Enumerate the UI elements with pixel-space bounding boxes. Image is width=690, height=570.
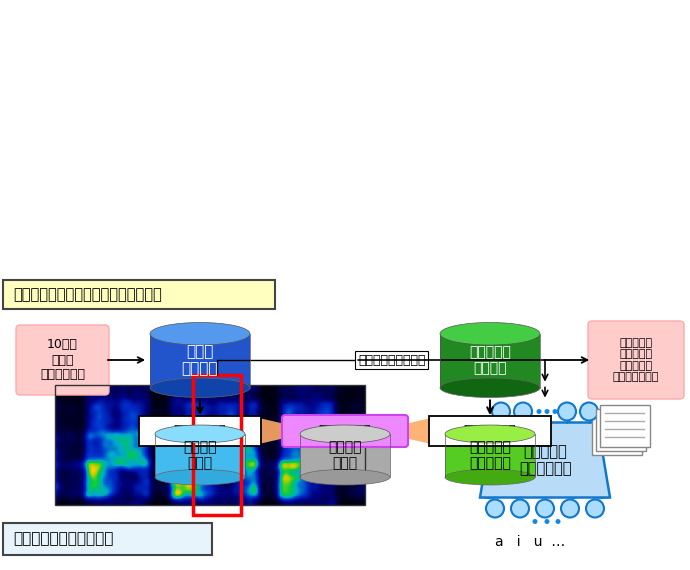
Text: 言語モデル学習: 言語モデル学習 [464, 425, 516, 438]
Text: 言語モデル学習: 言語モデル学習 [174, 425, 226, 438]
Ellipse shape [561, 499, 579, 518]
Text: 大規模
テキスト: 大規模 テキスト [181, 344, 218, 376]
Ellipse shape [536, 499, 554, 518]
Ellipse shape [150, 323, 250, 345]
Ellipse shape [533, 519, 538, 524]
Text: 信号から音素を学習: 信号から音素を学習 [358, 353, 426, 367]
Bar [596, 409, 646, 451]
Bar [600, 405, 650, 447]
Bar [445, 434, 535, 477]
Text: 適応言語
モデル: 適応言語 モデル [328, 440, 362, 470]
FancyBboxPatch shape [429, 416, 551, 446]
Bar [150, 334, 250, 388]
Polygon shape [480, 422, 610, 498]
Ellipse shape [511, 499, 529, 518]
Ellipse shape [440, 378, 540, 397]
Ellipse shape [580, 402, 598, 421]
Bar [440, 334, 540, 388]
Text: 汎用言語
モデル: 汎用言語 モデル [184, 440, 217, 470]
Polygon shape [259, 418, 285, 444]
Ellipse shape [300, 470, 390, 485]
Ellipse shape [445, 470, 535, 485]
Bar [193, 375, 241, 515]
Ellipse shape [440, 323, 540, 345]
Text: 実際に発話
されそうな
サンプル文
（数百〜数千）: 実際に発話 されそうな サンプル文 （数百〜数千） [613, 337, 659, 382]
FancyBboxPatch shape [139, 416, 261, 446]
FancyBboxPatch shape [282, 415, 408, 447]
Text: ターゲット
言語モデル: ターゲット 言語モデル [469, 440, 511, 470]
Text: ターゲット
テキスト: ターゲット テキスト [469, 345, 511, 375]
Bar [300, 434, 390, 477]
Ellipse shape [558, 402, 576, 421]
Ellipse shape [544, 409, 549, 414]
Ellipse shape [586, 499, 604, 518]
FancyBboxPatch shape [3, 280, 275, 309]
Text: 10億文
以上の
データベース: 10億文 以上の データベース [40, 339, 85, 381]
Text: 言語モデル適応: 言語モデル適応 [319, 425, 371, 438]
Ellipse shape [155, 425, 245, 443]
Ellipse shape [155, 470, 245, 485]
Text: 少量のデータから高精度な辞書を作成: 少量のデータから高精度な辞書を作成 [13, 287, 161, 302]
Ellipse shape [445, 425, 535, 443]
Polygon shape [405, 418, 431, 444]
Ellipse shape [514, 402, 532, 421]
Bar [592, 413, 642, 455]
FancyBboxPatch shape [588, 321, 684, 399]
Ellipse shape [555, 519, 560, 524]
Bar [155, 434, 245, 477]
FancyBboxPatch shape [3, 523, 212, 555]
Text: ディープラーニング手法: ディープラーニング手法 [13, 531, 113, 547]
Ellipse shape [553, 409, 558, 414]
Ellipse shape [492, 402, 510, 421]
Ellipse shape [150, 378, 250, 397]
Text: a   i   u  …: a i u … [495, 535, 565, 549]
Ellipse shape [300, 425, 390, 443]
Ellipse shape [486, 499, 504, 518]
Text: ニューラル
ネットワーク: ニューラル ネットワーク [519, 444, 571, 476]
Ellipse shape [544, 519, 549, 524]
FancyBboxPatch shape [16, 325, 109, 395]
Bar [55, 385, 365, 505]
Ellipse shape [537, 409, 542, 414]
